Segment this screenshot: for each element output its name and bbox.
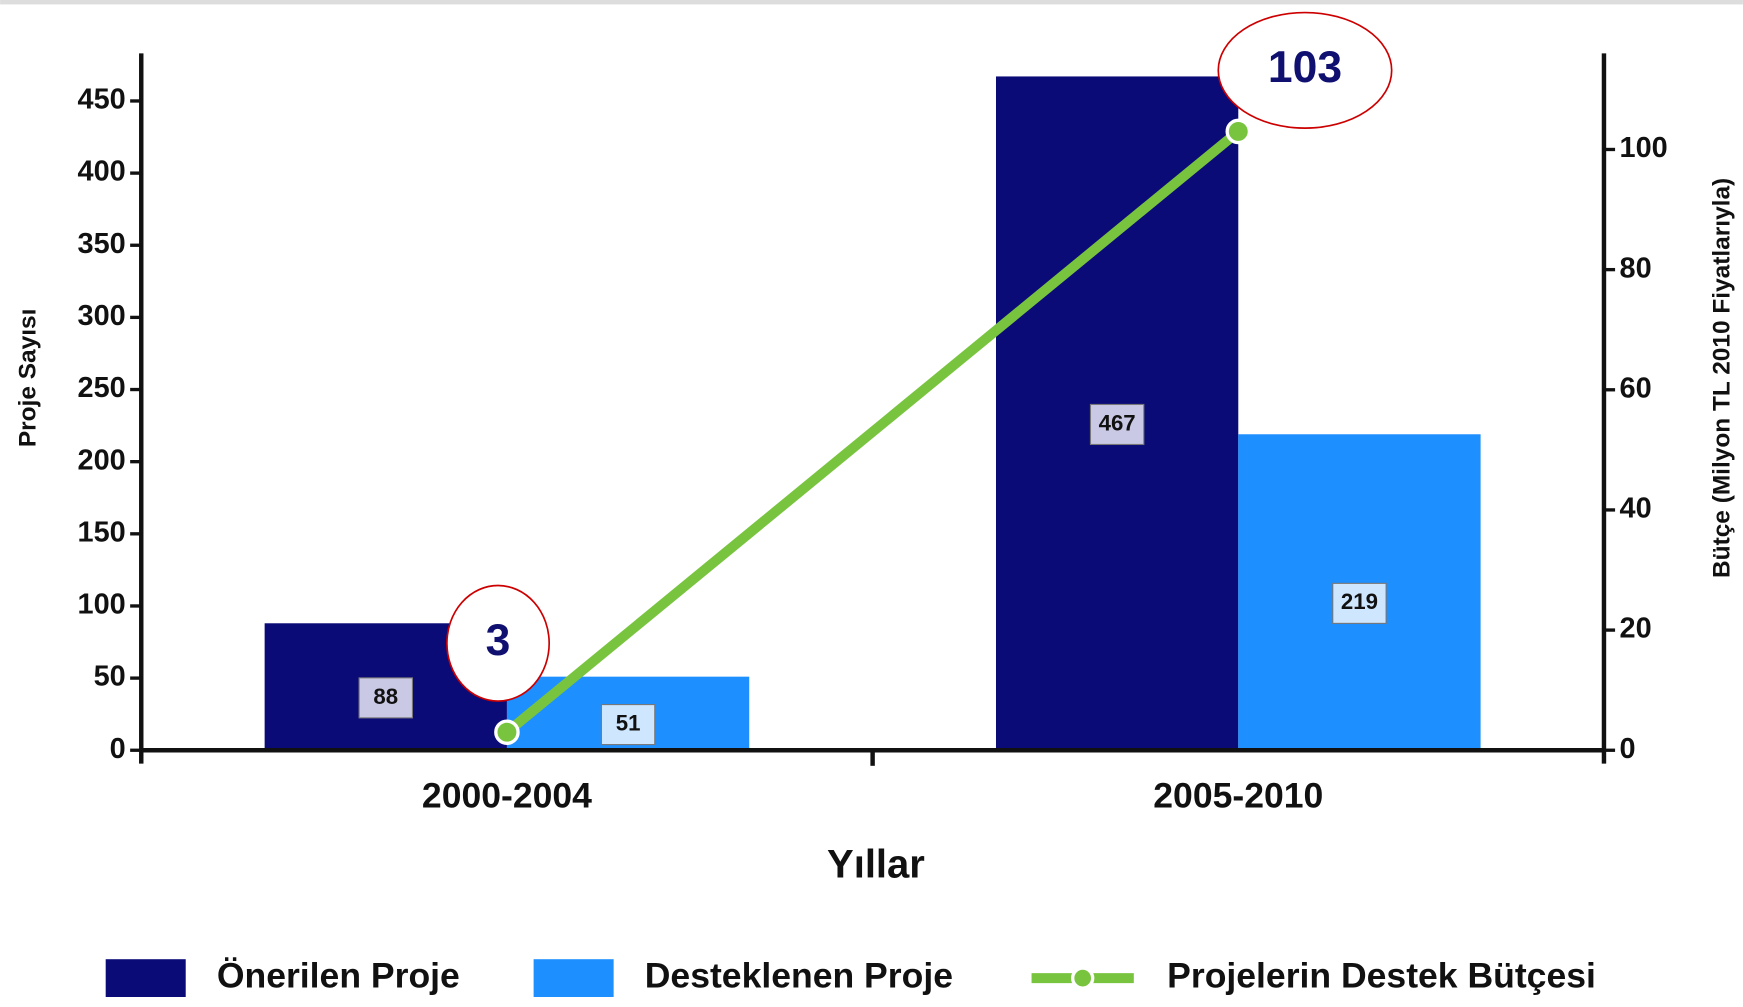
- y-axis-label: Proje Sayısı: [14, 309, 41, 448]
- line-value-label: 3: [486, 616, 511, 665]
- y-tick-label: 150: [78, 516, 126, 548]
- line-point: [1225, 118, 1252, 145]
- y-tick-label: 350: [78, 228, 126, 260]
- legend-label: Önerilen Proje: [217, 955, 460, 995]
- bar-label-box: [1332, 582, 1387, 624]
- bar-value-label: 219: [1341, 589, 1378, 614]
- y-tick-label: 0: [110, 733, 126, 765]
- x-tick-label: 2000-2004: [422, 775, 592, 815]
- line-point: [494, 719, 520, 746]
- y-tick-label: 250: [78, 372, 126, 404]
- legend-label: Projelerin Destek Bütçesi: [1167, 955, 1596, 995]
- y2-tick-label: 100: [1620, 132, 1668, 164]
- y-tick-label: 100: [78, 589, 126, 621]
- bar-value-label: 88: [373, 684, 398, 709]
- bar-value-label: 51: [616, 710, 641, 735]
- y2-tick-label: 0: [1620, 733, 1636, 765]
- legend-swatch: [105, 959, 186, 997]
- y-tick-label: 450: [78, 84, 126, 116]
- line-value-label: 103: [1268, 43, 1342, 92]
- legend-swatch-dot: [1071, 966, 1095, 990]
- bar-label-box: [358, 677, 414, 719]
- y2-tick-label: 80: [1620, 252, 1652, 284]
- y2-axis-label: Bütçe (Milyon TL 2010 Fiyatlarıyla): [1708, 178, 1735, 578]
- x-tick-label: 2005-2010: [1153, 775, 1323, 815]
- value-callout: [446, 584, 551, 702]
- y-tick-label: 400: [78, 156, 126, 188]
- y2-tick-label: 60: [1620, 372, 1652, 404]
- y-tick-label: 50: [94, 661, 126, 693]
- legend-swatch: [533, 959, 614, 997]
- top-border: [0, 0, 1743, 5]
- x-axis-label: Yıllar: [827, 843, 925, 887]
- y2-tick-label: 40: [1620, 493, 1652, 525]
- bar-value-label: 467: [1099, 410, 1136, 435]
- bar-label-box: [1089, 403, 1145, 446]
- legend-label: Desteklenen Proje: [645, 955, 953, 995]
- y2-tick-label: 20: [1620, 613, 1652, 645]
- line-series: [503, 127, 1242, 737]
- value-callout: [1217, 11, 1393, 129]
- y-tick-label: 300: [78, 300, 126, 332]
- y-tick-label: 200: [78, 444, 126, 476]
- bar-label-box: [600, 704, 656, 746]
